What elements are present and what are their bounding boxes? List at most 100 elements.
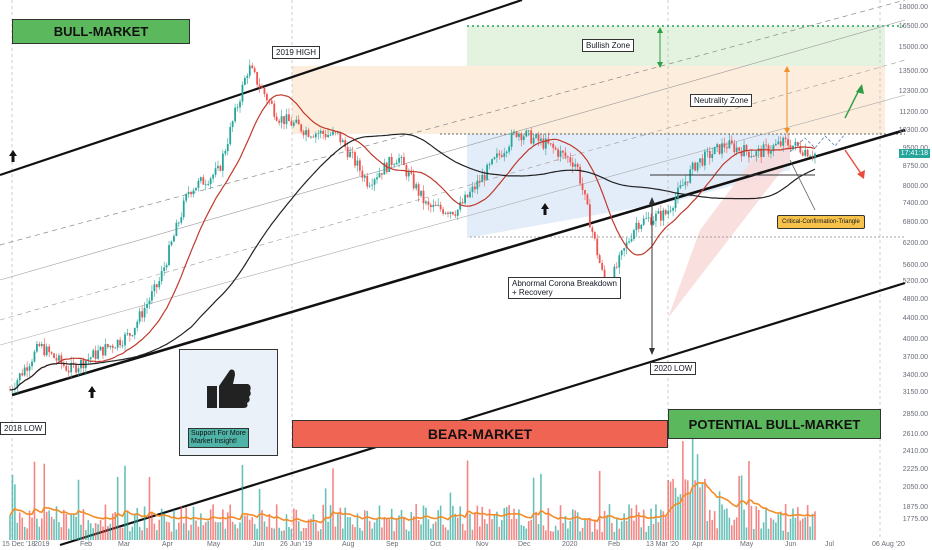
volume-bar: [226, 512, 229, 540]
volume-bar: [537, 524, 540, 540]
candle-body: [429, 204, 432, 208]
candle-body: [552, 143, 555, 148]
volume-bar: [381, 527, 383, 540]
time-tick: Jun: [785, 541, 797, 548]
price-tick: 2850.00: [902, 411, 928, 419]
volume-bar: [564, 516, 567, 540]
volume-moving-average: [9, 481, 816, 524]
candle-body: [789, 145, 792, 150]
volume-bar: [121, 527, 124, 540]
volume-bar: [146, 527, 148, 540]
candle-body: [199, 177, 202, 181]
candle-body: [131, 335, 134, 336]
volume-bar: [708, 509, 711, 540]
volume-bar: [630, 508, 633, 540]
candle-body: [398, 157, 400, 163]
volume-bar: [151, 511, 153, 540]
price-candles: [9, 59, 816, 394]
time-tick: Apr: [692, 541, 703, 548]
volume-bar: [618, 528, 621, 540]
volume-bar: [261, 510, 263, 540]
candle-body: [221, 153, 224, 171]
volume-bar: [43, 463, 46, 540]
candle-body: [637, 222, 640, 229]
candle-body: [488, 164, 491, 165]
candle-body: [40, 344, 43, 347]
candle-body: [655, 213, 657, 221]
channel-support-line: [11, 128, 906, 397]
candle-body: [65, 365, 68, 371]
volume-bar: [111, 513, 114, 540]
volume-bar: [212, 504, 214, 540]
candle-body: [537, 134, 540, 141]
candle-body: [165, 265, 168, 268]
candle-body: [341, 140, 344, 143]
volume-bar: [669, 481, 672, 540]
candle-body: [522, 136, 525, 141]
candle-body: [407, 172, 410, 177]
volume-bar: [256, 528, 258, 540]
volume-bar: [787, 531, 789, 540]
candle-body: [708, 150, 711, 159]
volume-bar: [307, 519, 310, 540]
price-tick: 2050.00: [902, 484, 928, 492]
volume-bar: [740, 475, 743, 540]
corona-line1: Abnormal Corona Breakdown: [512, 279, 617, 288]
candle-body: [251, 65, 254, 69]
candle-body: [280, 116, 283, 123]
volume-bar: [684, 479, 687, 540]
volume-bar: [28, 510, 31, 540]
volume-bar: [173, 509, 175, 540]
volume-bar: [67, 528, 70, 540]
candle-body: [532, 137, 535, 144]
candle-body: [138, 311, 141, 322]
volume-bar: [143, 506, 146, 540]
volume-bar: [792, 508, 794, 540]
volume-bar: [782, 530, 784, 540]
time-tick: Sep: [386, 541, 399, 548]
volume-bar: [664, 515, 667, 540]
volume-bar: [549, 531, 552, 540]
volume-bar: [686, 480, 689, 540]
candle-body: [544, 138, 547, 149]
candle-body: [689, 169, 692, 183]
volume-bar: [322, 504, 324, 540]
volume-bar: [214, 521, 217, 540]
candle-body: [170, 241, 173, 246]
candle-body: [444, 212, 447, 214]
volume-bar: [660, 509, 662, 540]
candle-body: [288, 114, 290, 122]
candle-body: [168, 245, 170, 266]
volume-bar: [388, 519, 391, 540]
volume-bar: [799, 520, 802, 540]
candle-body: [390, 156, 393, 166]
volume-bar: [515, 518, 518, 540]
candle-body: [329, 134, 332, 136]
volume-bar: [317, 531, 320, 540]
volume-bar: [126, 511, 129, 540]
candle-body: [160, 270, 163, 282]
volume-bar: [767, 528, 770, 540]
candle-body: [190, 191, 192, 195]
candle-body: [297, 119, 300, 125]
volume-bar: [310, 518, 312, 540]
volume-bar: [696, 454, 699, 540]
volume-bar: [755, 506, 758, 540]
candle-body: [234, 107, 237, 122]
volume-bar: [677, 496, 679, 540]
volume-bar: [743, 509, 745, 540]
volume-bar: [794, 517, 797, 540]
support-text-line2: Market Insight!: [191, 438, 237, 445]
volume-bar: [302, 527, 305, 540]
volume-bar: [501, 520, 503, 540]
time-tick: Jun: [253, 541, 265, 548]
volume-bar: [422, 505, 425, 540]
support-box[interactable]: Support For More Market Insight!: [179, 349, 278, 456]
volume-bar: [18, 512, 21, 540]
candle-body: [814, 153, 816, 158]
volume-bar: [444, 527, 447, 540]
candle-body: [283, 116, 285, 125]
candle-body: [496, 153, 498, 158]
candle-body: [381, 173, 383, 175]
volume-bar: [757, 509, 760, 540]
